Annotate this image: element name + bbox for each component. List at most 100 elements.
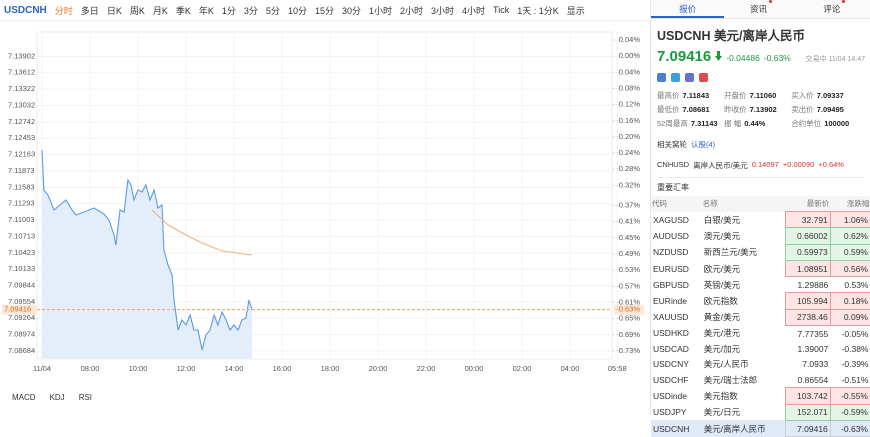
period-tab[interactable]: 月K bbox=[152, 5, 168, 16]
y2-tick-label: -0.12% bbox=[616, 100, 640, 109]
chart: 7.13902 7.13612 7.13322 7.13032 7.12742 7.124… bbox=[2, 31, 644, 373]
cell: 澳元/美元 bbox=[703, 230, 741, 241]
show-menu[interactable]: 显示 bbox=[566, 5, 585, 16]
period-tab[interactable]: 日K bbox=[106, 5, 122, 16]
icon[interactable] bbox=[657, 73, 666, 82]
stat-label: 昨收价 bbox=[724, 105, 747, 114]
cell: 152.071 bbox=[784, 403, 831, 421]
range-select[interactable]: 1天 : 1分K bbox=[517, 5, 559, 16]
cell: 欧元指数 bbox=[703, 296, 738, 307]
status: 交易中 11/04 14:47 bbox=[805, 56, 865, 63]
period-tab[interactable]: Tick bbox=[493, 5, 510, 15]
period-tab[interactable]: 季K bbox=[175, 5, 191, 16]
warrant-link[interactable]: 认股(4) bbox=[691, 140, 716, 149]
y-tick-label: 7.11583 bbox=[8, 182, 35, 191]
period-tab[interactable]: 1分 bbox=[221, 5, 236, 16]
y2-tick-label: -0.32% bbox=[616, 180, 640, 189]
cell: XAGUSD bbox=[653, 214, 689, 225]
down-arrow bbox=[715, 51, 723, 63]
period-tab[interactable]: 多日 bbox=[80, 5, 99, 16]
y2-tick-label: -0.28% bbox=[616, 164, 640, 173]
period-tab[interactable]: 年K bbox=[198, 5, 214, 16]
x-tick-label: 04:00 bbox=[561, 364, 580, 373]
arrow-icon bbox=[715, 51, 723, 61]
rate-row[interactable]: USDCAD 美元/加元 1.39007 -0.38% bbox=[651, 341, 870, 356]
rate-row[interactable]: USDCNY 美元/人民币 7.0933 -0.39% bbox=[651, 357, 870, 372]
rate-row[interactable]: USDCHF 美元/瑞士法郎 0.86554 -0.51% bbox=[651, 372, 870, 388]
tab-label: 资讯 bbox=[749, 4, 767, 14]
rate-row[interactable]: EURinde 欧元指数 105.994 0.18% bbox=[651, 292, 870, 310]
indicator-tab[interactable]: KDJ bbox=[49, 393, 65, 402]
stat-label: 合约单位 bbox=[791, 119, 822, 128]
cell: 美元指数 bbox=[703, 390, 738, 401]
cell: 2738.46 bbox=[784, 308, 831, 327]
stat-label: 买入价 bbox=[791, 91, 814, 100]
indicator-tab[interactable]: RSI bbox=[78, 393, 93, 402]
period-tab[interactable]: 30分 bbox=[341, 5, 361, 16]
x-tick-label: 14:00 bbox=[225, 364, 244, 373]
x-tick-label: 10:00 bbox=[129, 364, 148, 373]
period-tab[interactable]: 1小时 bbox=[368, 5, 392, 16]
rate-row[interactable]: XAGUSD 白银/美元 32.791 1.06% bbox=[651, 210, 870, 229]
y-tick-label: 7.13032 bbox=[8, 100, 35, 109]
y-tick-label: 7.13322 bbox=[8, 84, 35, 93]
y-tick-label: 7.09844 bbox=[8, 280, 35, 289]
panel-tab[interactable]: 评论 bbox=[798, 0, 870, 18]
rate-row[interactable]: USDCNH 美元/离岸人民币 7.09416 -0.63% bbox=[651, 419, 870, 437]
period-tab[interactable]: 10分 bbox=[287, 5, 307, 16]
y2-tick-label: -0.16% bbox=[616, 116, 640, 125]
rate-row[interactable]: USDJPY 美元/日元 152.071 -0.59% bbox=[651, 403, 870, 421]
cell: 新西兰元/美元 bbox=[703, 247, 758, 258]
stat-value: 7.11843 bbox=[682, 91, 710, 100]
cell: -0.39% bbox=[841, 359, 869, 370]
panel-tab[interactable]: 报价 bbox=[651, 0, 725, 18]
cell: 英镑/美元 bbox=[703, 279, 741, 290]
period-tab[interactable]: 15分 bbox=[314, 5, 334, 16]
icon[interactable] bbox=[685, 73, 694, 82]
rate-row[interactable]: XAUUSD 黄金/美元 2738.46 0.09% bbox=[651, 308, 870, 327]
y2-tick-label: -0.49% bbox=[616, 249, 640, 258]
cell: 0.66002 bbox=[784, 227, 831, 245]
icon[interactable] bbox=[671, 73, 680, 82]
cell: -0.38% bbox=[841, 344, 869, 355]
icon[interactable] bbox=[699, 73, 708, 82]
panel-tab[interactable]: 资讯 bbox=[724, 0, 797, 18]
stat-label: 最低价 bbox=[657, 105, 680, 114]
y2-tick-label: -0.65% bbox=[616, 314, 640, 323]
indicator-tab[interactable]: MACD bbox=[12, 393, 36, 402]
rate-row[interactable]: NZDUSD 新西兰元/美元 0.59973 0.59% bbox=[651, 243, 870, 261]
cell: 黄金/美元 bbox=[703, 312, 741, 323]
indicator-tabs: MACD KDJ RSI bbox=[12, 393, 92, 402]
y-tick-label: 7.09554 bbox=[8, 297, 35, 306]
period-tab[interactable]: 3小时 bbox=[431, 5, 455, 16]
cell: 美元/人民币 bbox=[703, 359, 749, 370]
related-field: 离岸人民币/美元 bbox=[693, 161, 748, 170]
cell: 0.62% bbox=[829, 227, 870, 245]
period-tab[interactable]: 5分 bbox=[265, 5, 280, 16]
x-tick-label: 20:00 bbox=[369, 364, 388, 373]
rate-row[interactable]: EURUSD 欧元/美元 1.08951 0.56% bbox=[651, 259, 870, 278]
rate-row[interactable]: USDHKD 美元/港元 7.77355 -0.05% bbox=[651, 326, 870, 342]
stat: 卖出价 7.09495 bbox=[791, 104, 865, 115]
cell: GBPUSD bbox=[653, 279, 689, 290]
price: 7.09416 bbox=[657, 48, 712, 65]
rate-row[interactable]: GBPUSD 英镑/美元 1.29886 0.53% bbox=[651, 277, 870, 293]
cell: 32.791 bbox=[784, 210, 831, 229]
rate-row[interactable]: AUDUSD 澳元/美元 0.66002 0.62% bbox=[651, 227, 870, 245]
period-tab[interactable]: 分时 bbox=[54, 5, 73, 16]
stat-value: 7.09495 bbox=[816, 105, 844, 114]
x-tick-label: 22:00 bbox=[417, 364, 436, 373]
y2-tick-label: -0.69% bbox=[616, 330, 640, 339]
period-tab[interactable]: 2小时 bbox=[400, 5, 424, 16]
rate-row[interactable]: USDinde 美元指数 103.742 -0.55% bbox=[651, 387, 870, 405]
cell: EURinde bbox=[653, 296, 688, 307]
related: CNHUSD 离岸人民币/美元 0.14097 +0.00090 +0.64% bbox=[657, 160, 865, 178]
y-tick-label: 7.10713 bbox=[8, 231, 35, 240]
period-tab[interactable]: 4小时 bbox=[462, 5, 486, 16]
stat: 最高价 7.11843 bbox=[657, 90, 724, 101]
price-row: 7.09416 -0.04486 -0.63% 交易中 11/04 14:47 bbox=[657, 48, 865, 65]
pct: -0.63% bbox=[763, 53, 791, 63]
period-tab[interactable]: 周K bbox=[129, 5, 145, 16]
stat-label: 最高价 bbox=[657, 91, 680, 100]
period-tab[interactable]: 3分 bbox=[243, 5, 258, 16]
